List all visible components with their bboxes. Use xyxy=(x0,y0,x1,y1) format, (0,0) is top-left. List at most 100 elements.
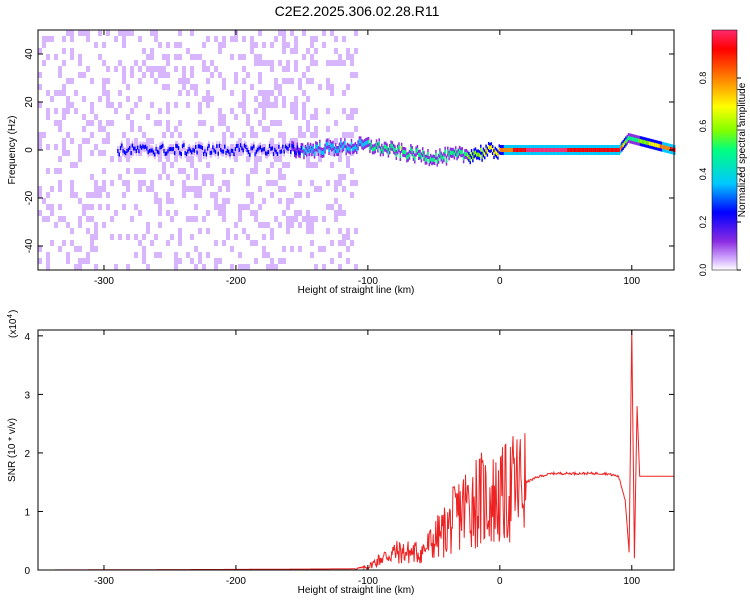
spectrogram-cell xyxy=(432,157,435,162)
spectrogram-cell xyxy=(218,156,222,162)
spectrogram-cell xyxy=(90,168,94,174)
spectrogram-cell xyxy=(210,42,214,48)
spectrogram-cell xyxy=(78,126,82,132)
spectrogram-cell xyxy=(334,96,338,102)
spectrogram-cell xyxy=(242,228,246,234)
spectrogram-cell xyxy=(411,148,413,153)
spectrogram-cell xyxy=(162,204,166,210)
spectrogram-cell xyxy=(166,72,170,78)
spectrogram-cell xyxy=(234,186,238,192)
spectrogram-cell xyxy=(182,174,186,180)
spectrogram-cell xyxy=(246,198,250,204)
spectrogram-cell xyxy=(250,96,254,102)
spectrogram-cell xyxy=(158,42,162,48)
spectrogram-cell xyxy=(246,192,250,198)
spectrogram-cell xyxy=(131,143,134,148)
spectrogram-cell xyxy=(50,72,54,78)
spectrogram-cell xyxy=(644,140,647,145)
spectrogram-cell xyxy=(126,96,130,102)
spectrogram-cell xyxy=(186,102,190,108)
spectrogram-cell xyxy=(246,108,250,114)
spectrogram-cell xyxy=(162,264,166,270)
spectrogram-cell xyxy=(130,186,134,192)
spectrogram-cell xyxy=(330,90,334,96)
spectrogram-cell xyxy=(74,168,78,174)
spectrogram-cell xyxy=(130,66,134,72)
spectrogram-cell xyxy=(178,96,182,102)
spectrogram-cell xyxy=(242,222,246,228)
spectrogram-cell xyxy=(170,102,174,108)
spectrogram-cell xyxy=(42,114,46,120)
spectrogram-cell xyxy=(282,258,286,264)
spectrogram-cell xyxy=(194,192,198,198)
spectrogram-cell xyxy=(278,198,282,204)
spectrogram-cell xyxy=(334,180,338,186)
spectrogram-cell xyxy=(326,258,330,264)
spectrogram-cell xyxy=(337,148,340,153)
spectrogram-cell xyxy=(38,198,42,204)
spectrogram-cell xyxy=(294,120,298,126)
spectrogram-cell xyxy=(126,148,128,153)
spectrogram-cell xyxy=(246,132,250,138)
spectrogram-cell xyxy=(210,192,214,198)
spectrogram-cell xyxy=(58,66,62,72)
spectrogram-cell xyxy=(194,42,198,48)
spectrogram-cell xyxy=(106,72,110,78)
spectrogram-cell xyxy=(94,48,98,54)
spectrogram-cell xyxy=(210,174,214,180)
spectrogram-cell xyxy=(146,138,150,144)
spectrogram-cell xyxy=(480,147,482,152)
spectrogram-cell xyxy=(354,264,358,270)
spectrogram-cell xyxy=(220,147,222,152)
spectrogram-cell xyxy=(180,152,183,157)
spectrogram-cell xyxy=(314,150,318,156)
spectrogram-cell xyxy=(138,150,142,156)
spectrogram-cell xyxy=(648,141,651,146)
spectrogram-cell xyxy=(94,192,98,198)
spectrogram-cell xyxy=(150,120,154,126)
spectrogram-cell xyxy=(186,30,190,36)
spectrogram-cell xyxy=(239,143,242,148)
spectrogram-cell xyxy=(90,210,94,216)
spectrogram-cell xyxy=(82,258,86,264)
spectrogram-cell xyxy=(118,102,122,108)
spectrogram-cell xyxy=(342,150,346,156)
spectrogram-cell xyxy=(78,114,82,120)
spectrogram-cell xyxy=(286,186,290,192)
spectrogram-cell xyxy=(150,156,154,162)
spectrogram-cell xyxy=(126,72,130,78)
y-tick-label: -40 xyxy=(24,238,35,253)
spectrogram-cell xyxy=(274,132,278,138)
spectrogram-cell xyxy=(42,60,46,66)
spectrogram-cell xyxy=(494,149,497,154)
spectrogram-cell xyxy=(318,186,322,192)
spectrogram-cell xyxy=(118,96,122,102)
spectrogram-cell xyxy=(174,210,178,216)
spectrogram-cell xyxy=(166,42,170,48)
spectrogram-cell xyxy=(354,60,358,66)
spectrogram-cell xyxy=(154,246,158,252)
spectrogram-cell xyxy=(338,145,341,150)
spectrogram-cell xyxy=(154,210,158,216)
spectrogram-cell xyxy=(142,252,146,258)
spectrogram-cell xyxy=(165,151,168,156)
spectrogram-cell xyxy=(174,60,178,66)
spectrogram-cell xyxy=(138,252,142,258)
spectrogram-cell xyxy=(306,186,310,192)
spectrogram-cell xyxy=(50,96,54,102)
spectrogram-cell xyxy=(206,78,210,84)
spectrogram-cell xyxy=(102,78,106,84)
spectrogram-cell xyxy=(290,72,294,78)
spectrogram-cell xyxy=(90,216,94,222)
spectrogram-cell xyxy=(310,36,314,42)
spectrogram-cell xyxy=(166,264,170,270)
spectrogram-cell xyxy=(78,246,82,252)
spectrogram-cell xyxy=(194,222,198,228)
spectrogram-cell xyxy=(326,228,330,234)
spectrogram-cell xyxy=(342,210,346,216)
spectrogram-cell xyxy=(182,108,186,114)
spectrogram-cell xyxy=(198,102,202,108)
spectrogram-cell xyxy=(138,126,142,132)
spectrogram-cell xyxy=(568,148,570,152)
spectrogram-cell xyxy=(246,168,250,174)
